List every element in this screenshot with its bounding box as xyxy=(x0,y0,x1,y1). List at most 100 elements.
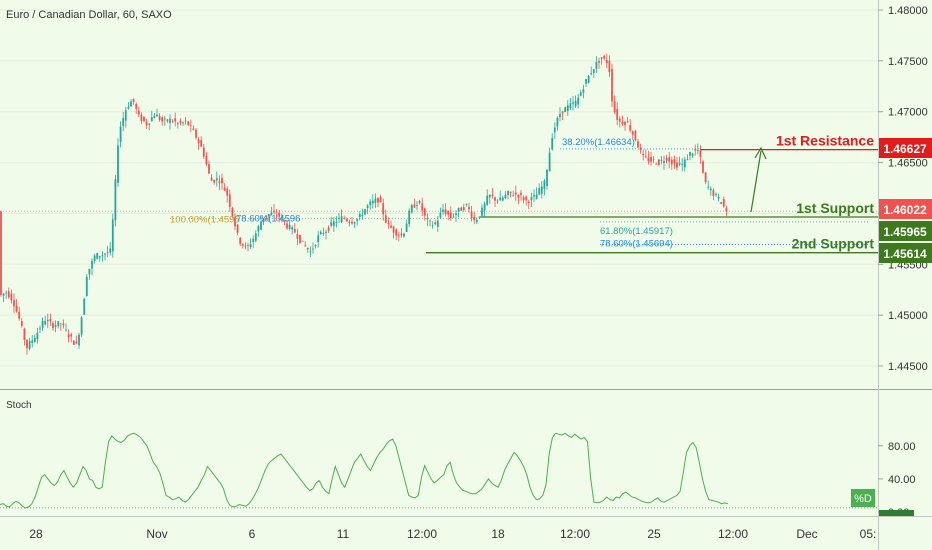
candle xyxy=(317,231,320,248)
candle xyxy=(189,119,192,133)
candle xyxy=(54,320,57,333)
candle xyxy=(668,152,671,169)
time-axis-label: Dec xyxy=(796,527,817,541)
price-axis-label: 1.45000 xyxy=(888,310,928,322)
fib-label: 78.60%(1.4596 xyxy=(236,213,300,224)
candle xyxy=(527,199,530,210)
price-tag: 1.45965 xyxy=(879,221,932,241)
svg-text:%D: %D xyxy=(854,493,872,505)
candle xyxy=(174,112,177,127)
price-axis-label: 1.47000 xyxy=(888,107,928,119)
candle xyxy=(652,156,655,164)
candle xyxy=(387,217,390,229)
time-axis[interactable]: 28 Nov 6 11 12:00 18 12:00 25 12:00 Dec 05: xyxy=(29,527,876,541)
candle xyxy=(681,158,684,172)
candle xyxy=(205,152,208,166)
candle xyxy=(418,199,421,205)
candle xyxy=(215,171,218,187)
candle xyxy=(72,340,75,345)
candle xyxy=(366,204,369,214)
candle xyxy=(247,242,249,252)
candle xyxy=(624,120,626,131)
time-axis-label: 12:00 xyxy=(718,527,748,541)
candle xyxy=(156,108,158,117)
candle xyxy=(535,187,538,200)
candle xyxy=(382,198,385,221)
candle xyxy=(670,156,673,170)
candle xyxy=(20,317,23,328)
candle xyxy=(2,293,5,302)
price-axis[interactable]: 1.480001.475001.470001.465001.460001.455… xyxy=(878,5,928,373)
candle xyxy=(647,150,650,165)
candle xyxy=(208,160,210,175)
candle xyxy=(137,106,140,118)
candle xyxy=(694,144,697,156)
candle xyxy=(473,212,476,225)
candle xyxy=(408,208,411,227)
candle xyxy=(70,332,73,343)
candle xyxy=(639,143,642,154)
candle xyxy=(41,317,44,332)
candle xyxy=(0,210,2,297)
candle xyxy=(184,116,187,125)
candle xyxy=(595,56,598,73)
candle xyxy=(455,209,457,222)
candle xyxy=(507,190,509,200)
candle xyxy=(197,137,200,150)
candle xyxy=(377,197,379,208)
candle xyxy=(543,178,546,196)
candle xyxy=(202,144,205,159)
candle xyxy=(598,57,600,69)
candle xyxy=(228,189,231,212)
candle xyxy=(267,213,270,222)
candle xyxy=(665,154,668,164)
candle xyxy=(722,196,725,208)
level-label: 1st Resistance xyxy=(776,133,874,149)
candle xyxy=(221,173,223,190)
stoch-axis-label: 40.00 xyxy=(888,474,916,486)
time-axis-label: 11 xyxy=(337,527,350,541)
candle xyxy=(384,209,387,224)
candle xyxy=(301,240,304,242)
candle xyxy=(525,195,528,206)
candle xyxy=(319,230,322,236)
candle xyxy=(439,207,442,219)
candle xyxy=(163,115,166,126)
candle xyxy=(642,149,645,161)
candle xyxy=(109,242,112,256)
candle xyxy=(374,193,377,208)
candle xyxy=(397,231,400,242)
candle xyxy=(101,251,104,262)
indicator-name: Stoch xyxy=(6,400,32,411)
candle xyxy=(18,306,21,321)
candle xyxy=(561,111,564,121)
fib-label: 100.00%(1.4595 xyxy=(170,215,240,226)
candle xyxy=(239,236,242,247)
candle xyxy=(629,118,632,133)
candle xyxy=(364,208,366,216)
candle xyxy=(358,211,361,221)
svg-text:1.46022: 1.46022 xyxy=(883,203,927,217)
candle xyxy=(546,168,548,190)
candle xyxy=(262,218,265,226)
candle xyxy=(499,190,502,201)
candle xyxy=(327,225,330,234)
candle xyxy=(161,115,164,126)
candle xyxy=(15,299,18,313)
candle xyxy=(85,273,88,297)
level-label: 2nd Support xyxy=(792,236,875,252)
candle xyxy=(98,255,101,262)
candle xyxy=(241,243,244,249)
candle xyxy=(676,157,678,171)
candle xyxy=(431,221,434,229)
svg-text:1.46627: 1.46627 xyxy=(883,142,927,156)
candle xyxy=(566,100,569,116)
candle xyxy=(210,174,213,181)
candle xyxy=(655,162,658,165)
candle xyxy=(5,290,8,299)
candle xyxy=(717,193,720,202)
candle xyxy=(514,185,517,201)
candle xyxy=(75,335,78,345)
candle xyxy=(353,221,356,228)
